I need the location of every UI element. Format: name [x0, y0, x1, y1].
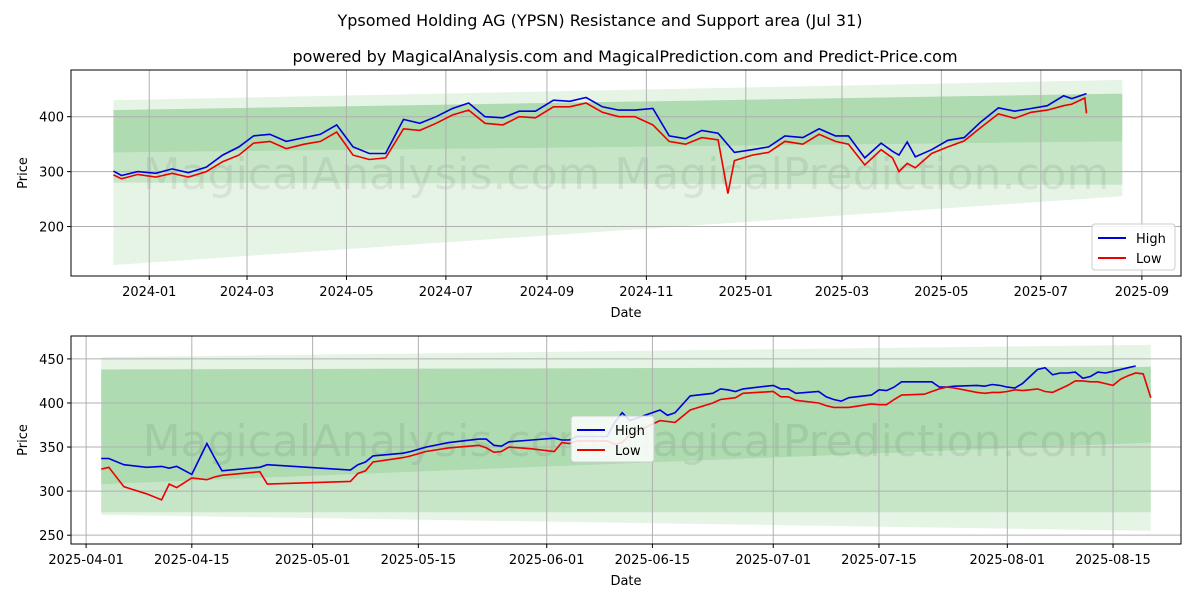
x-tick-label: 2025-01	[719, 285, 773, 300]
x-tick-label: 2025-06-01	[509, 553, 585, 568]
y-tick-label: 250	[39, 529, 64, 544]
x-tick-label: 2025-08-15	[1075, 553, 1151, 568]
y-tick-label: 300	[39, 485, 64, 500]
x-tick-label: 2024-11	[619, 285, 673, 300]
bottom-chart-panel: MagicalAnalysis.com MagicalPrediction.co…	[16, 335, 1182, 589]
y-tick-label: 350	[39, 441, 64, 456]
y-tick-label: 200	[39, 221, 64, 236]
band-area	[113, 93, 1123, 153]
high-series-line	[113, 92, 1087, 177]
y-tick-label: 450	[39, 353, 64, 368]
x-tick-label: 2025-04-01	[48, 553, 124, 568]
x-tick-label: 2025-05-01	[275, 553, 351, 568]
low-series-line	[113, 96, 1088, 194]
high-series-line	[101, 365, 1136, 476]
watermark-text: MagicalAnalysis.com MagicalPrediction.co…	[143, 149, 1110, 200]
legend-label-high: High	[615, 424, 645, 439]
x-tick-label: 2025-09	[1115, 285, 1169, 300]
x-tick-label: 2024-03	[220, 285, 274, 300]
y-tick-label: 400	[39, 397, 64, 412]
top-chart-panel: MagicalAnalysis.com MagicalPrediction.co…	[16, 69, 1182, 321]
x-tick-label: 2025-07	[1014, 285, 1068, 300]
x-tick-label: 2025-07-15	[841, 553, 917, 568]
legend-label-low: Low	[1136, 252, 1162, 267]
x-tick-label: 2025-08-01	[970, 553, 1046, 568]
x-tick-label: 2025-06-15	[615, 553, 691, 568]
chart-title: Ypsomed Holding AG (YPSN) Resistance and…	[336, 11, 862, 30]
legend-label-high: High	[1136, 232, 1166, 247]
y-axis-label: Price	[16, 424, 31, 456]
legend: High Low	[1091, 223, 1176, 271]
band-area	[113, 79, 1123, 266]
plot-frame	[70, 69, 1182, 277]
low-series-line	[101, 372, 1152, 501]
x-tick-label: 2025-05	[914, 285, 968, 300]
y-axis-label: Price	[16, 157, 31, 189]
x-tick-label: 2024-07	[419, 285, 473, 300]
x-tick-label: 2024-09	[520, 285, 574, 300]
x-axis-label: Date	[610, 574, 641, 589]
x-axis-label: Date	[610, 306, 641, 321]
y-tick-label: 300	[39, 166, 64, 181]
x-tick-label: 2024-05	[319, 285, 373, 300]
plot-frame	[70, 335, 1182, 545]
x-tick-label: 2024-01	[122, 285, 176, 300]
legend: High Low	[570, 415, 655, 463]
x-tick-label: 2025-04-15	[154, 553, 230, 568]
chart-subtitle: powered by MagicalAnalysis.com and Magic…	[292, 47, 957, 66]
y-tick-label: 400	[39, 111, 64, 126]
x-tick-label: 2025-05-15	[381, 553, 457, 568]
x-tick-label: 2025-07-01	[735, 553, 811, 568]
x-tick-label: 2025-03	[815, 285, 869, 300]
legend-box	[1091, 223, 1176, 271]
legend-box	[570, 415, 655, 463]
legend-label-low: Low	[615, 444, 641, 459]
